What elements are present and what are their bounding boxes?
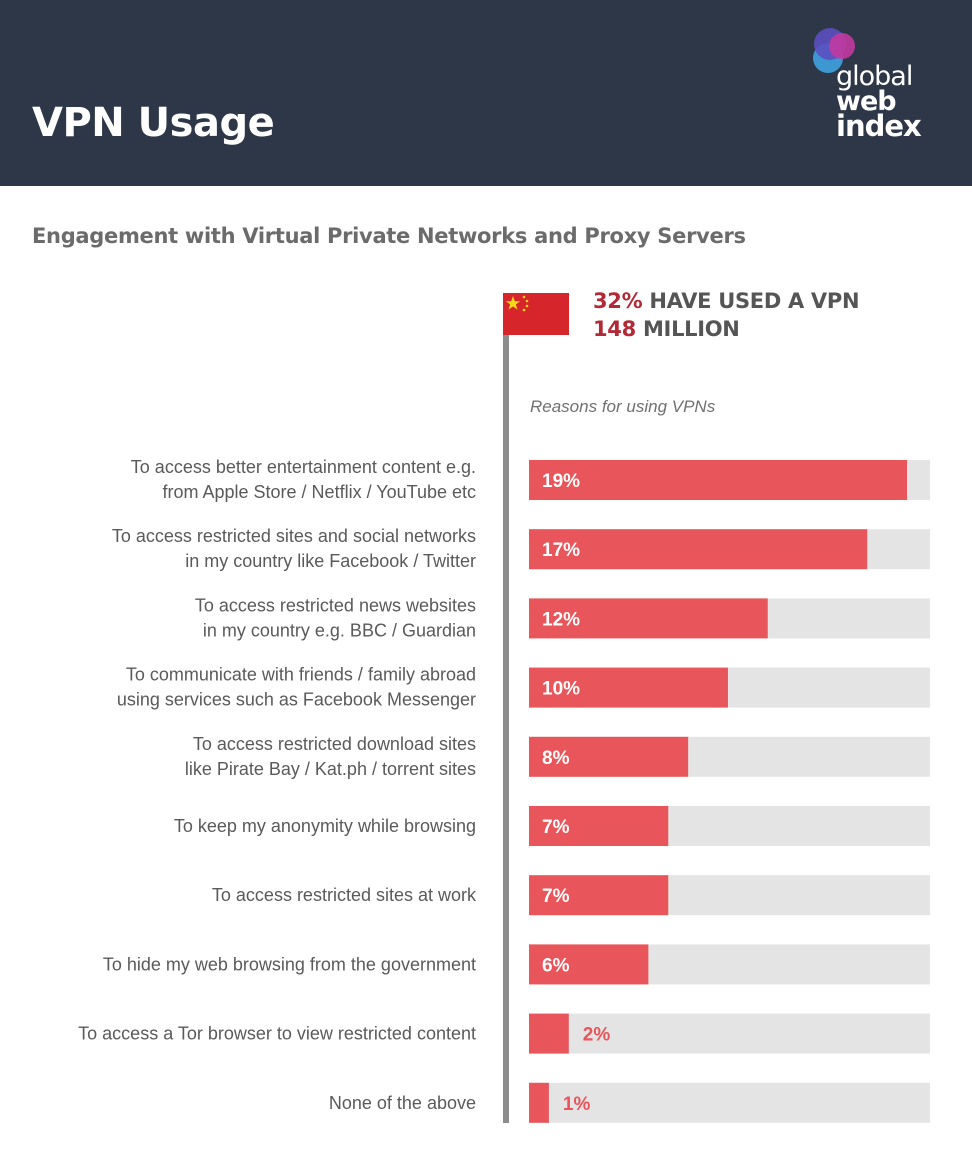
category-label: To access restricted download sites xyxy=(193,734,476,754)
logo-line-global: global xyxy=(836,61,913,92)
bar xyxy=(529,598,768,639)
bar-row: 17% To access restricted sites and social… xyxy=(112,526,930,571)
category-label: in my country e.g. BBC / Guardian xyxy=(203,620,476,640)
bar-value-label: 1% xyxy=(563,1094,591,1115)
page-title: VPN Usage xyxy=(32,100,275,146)
vpn-users-stat: 148 MILLION xyxy=(593,317,740,341)
bar-row: 19% To access better entertainment conten… xyxy=(131,457,930,502)
bar xyxy=(529,667,728,708)
bar-value-label: 19% xyxy=(542,471,580,492)
category-label: To communicate with friends / family abr… xyxy=(126,665,476,685)
bar-value-label: 10% xyxy=(542,679,580,700)
bar xyxy=(529,1082,549,1123)
bar-value-label: 17% xyxy=(542,540,580,561)
bar-row: 10% To communicate with friends / family … xyxy=(117,665,930,710)
category-label: To access restricted sites and social ne… xyxy=(112,526,476,546)
vpn-users-unit: MILLION xyxy=(642,317,740,341)
bar-value-label: 12% xyxy=(542,609,580,630)
chart-subtitle: Engagement with Virtual Private Networks… xyxy=(32,224,746,248)
logo-wordmark: global web index xyxy=(836,61,922,143)
category-label: To access restricted news websites xyxy=(195,595,476,615)
china-flag-icon xyxy=(503,293,569,335)
category-label: None of the above xyxy=(329,1093,476,1113)
globalwebindex-logo: global web index xyxy=(800,22,940,152)
category-label: from Apple Store / Netflix / YouTube etc xyxy=(162,482,476,502)
bar-row: 7% To access restricted sites at work xyxy=(212,875,930,916)
vpn-used-percent: 32% xyxy=(593,289,643,313)
bar xyxy=(529,1013,569,1054)
bar-row: 12% To access restricted news websites in … xyxy=(195,595,930,640)
category-label: To access a Tor browser to view restrict… xyxy=(78,1024,476,1044)
bar-row: 1% None of the above xyxy=(329,1082,930,1123)
bar xyxy=(529,875,669,916)
logo-line-index: index xyxy=(836,109,922,143)
vpn-used-stat: 32% HAVE USED A VPN xyxy=(593,289,860,313)
vpn-used-text: HAVE USED A VPN xyxy=(649,289,860,313)
bar xyxy=(529,529,868,570)
bar-track xyxy=(529,1082,930,1123)
category-label: To hide my web browsing from the governm… xyxy=(103,954,476,974)
category-label: To keep my anonymity while browsing xyxy=(174,816,476,836)
logo-line-web: web xyxy=(836,86,897,117)
bar-value-label: 8% xyxy=(542,748,570,769)
bar xyxy=(529,944,649,985)
bar-row: 2% To access a Tor browser to view restri… xyxy=(78,1013,930,1054)
reasons-heading: Reasons for using VPNs xyxy=(530,397,716,416)
flag-pole xyxy=(503,293,509,1123)
category-label: using services such as Facebook Messenge… xyxy=(117,690,476,710)
bar-value-label: 2% xyxy=(583,1025,611,1046)
category-label: To access better entertainment content e… xyxy=(131,457,476,477)
category-label: like Pirate Bay / Kat.ph / torrent sites xyxy=(185,759,476,779)
header-banner: VPN Usage global web index xyxy=(0,0,972,186)
bar-row: 8% To access restricted download sites lik… xyxy=(185,734,930,779)
bar xyxy=(529,736,689,777)
bar-row: 7% To keep my anonymity while browsing xyxy=(174,806,930,846)
bar-value-label: 7% xyxy=(542,886,570,907)
category-label: in my country like Facebook / Twitter xyxy=(185,551,476,571)
bar-value-label: 7% xyxy=(542,817,570,838)
category-label: To access restricted sites at work xyxy=(212,885,477,905)
bar-track xyxy=(529,1013,930,1054)
bar-value-label: 6% xyxy=(542,955,570,976)
vpn-users-count: 148 xyxy=(593,317,636,341)
logo-circles-icon xyxy=(813,28,855,73)
bar-row: 6% To hide my web browsing from the gover… xyxy=(103,944,930,985)
bar xyxy=(529,460,907,500)
bar xyxy=(529,806,669,846)
